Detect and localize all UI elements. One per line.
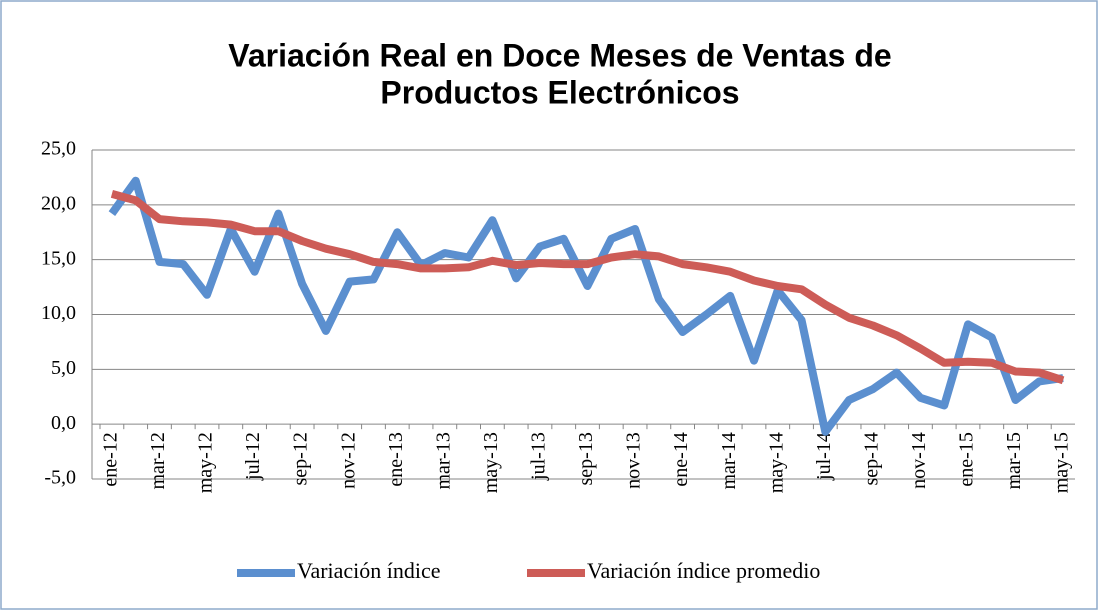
x-tick-label: jul-14	[813, 432, 835, 481]
x-tick-label: sep-14	[860, 432, 882, 485]
x-tick-label: mar-12	[147, 432, 169, 489]
x-tick-label: mar-14	[718, 432, 740, 489]
x-tick-label: may-15	[1051, 432, 1073, 493]
x-tick-label: jul-13	[528, 432, 550, 481]
x-tick-label: nov-14	[908, 432, 930, 489]
y-tick-label: 15,0	[41, 247, 76, 269]
y-tick-label: 25,0	[41, 138, 76, 160]
chart-title: Variación Real en Doce Meses de Ventas d…	[228, 37, 891, 73]
x-tick-label: sep-12	[290, 432, 312, 485]
x-tick-label: ene-12	[99, 432, 121, 486]
legend-label: Variación índice promedio	[587, 558, 820, 583]
x-tick-label: nov-13	[623, 432, 645, 489]
y-tick-label: 5,0	[51, 357, 76, 379]
x-tick-label: ene-13	[385, 432, 407, 486]
x-tick-label: sep-13	[575, 432, 597, 485]
x-tick-label: ene-15	[956, 432, 978, 486]
y-tick-label: 20,0	[41, 192, 76, 214]
chart-title: Productos Electrónicos	[380, 74, 739, 110]
x-tick-label: mar-13	[432, 432, 454, 489]
y-tick-label: 0,0	[51, 412, 76, 434]
x-tick-label: mar-15	[1003, 432, 1025, 489]
y-tick-label: -5,0	[44, 467, 76, 489]
series-line	[110, 190, 1065, 385]
x-tick-label: may-13	[480, 432, 502, 493]
x-tick-label: may-12	[195, 432, 217, 493]
x-tick-label: jul-12	[242, 432, 264, 481]
x-tick-label: may-14	[765, 432, 787, 493]
y-tick-label: 10,0	[41, 302, 76, 324]
x-tick-label: nov-12	[337, 432, 359, 489]
x-tick-label: ene-14	[670, 432, 692, 486]
legend-label: Variación índice	[297, 558, 441, 583]
